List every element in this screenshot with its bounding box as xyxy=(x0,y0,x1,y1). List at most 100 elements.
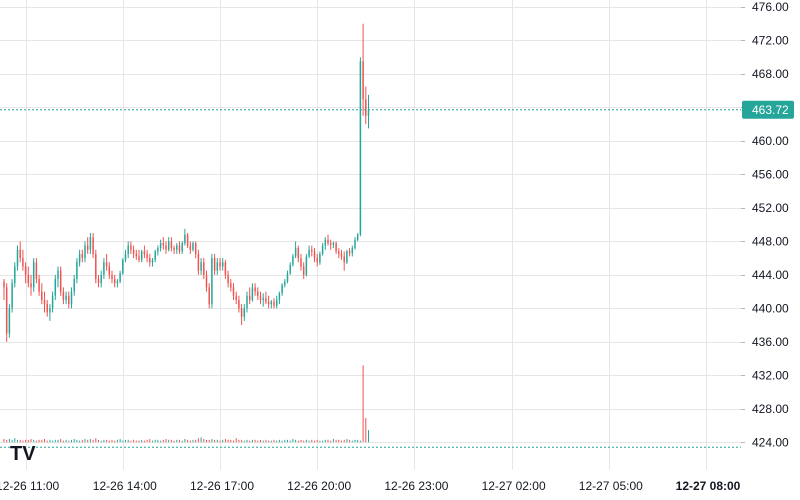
candle xyxy=(5,283,8,342)
candle-body xyxy=(243,308,246,317)
candle-body xyxy=(162,243,165,246)
candle-body xyxy=(130,245,132,250)
candle-body xyxy=(70,291,73,305)
candle-body xyxy=(335,243,337,252)
candle xyxy=(86,237,89,254)
time-tick-label: 12-26 14:00 xyxy=(93,479,157,493)
time-tick-label: 12-26 23:00 xyxy=(384,479,448,493)
candle xyxy=(95,249,97,284)
candle-body xyxy=(189,245,192,250)
time-axis[interactable]: 12-26 11:00 12-26 14:00 12-26 17:00 12-26 2… xyxy=(0,479,741,493)
candle xyxy=(100,270,102,288)
candle xyxy=(184,228,186,246)
candle xyxy=(38,274,40,296)
candle-body xyxy=(143,251,146,254)
tradingview-logo-icon[interactable]: TV xyxy=(10,443,36,465)
candle xyxy=(254,283,256,296)
candle xyxy=(27,266,30,288)
candle xyxy=(178,241,181,254)
candle xyxy=(22,249,24,271)
candle-body xyxy=(54,279,57,296)
price-axis-background[interactable] xyxy=(741,0,800,500)
candle-body xyxy=(354,239,356,249)
candle xyxy=(311,245,313,257)
price-tick-label: 456.00 xyxy=(752,167,789,181)
candle-body xyxy=(116,281,119,284)
candle xyxy=(324,237,327,250)
candle xyxy=(105,253,108,271)
candle xyxy=(130,241,132,254)
candle xyxy=(43,291,46,313)
candle xyxy=(35,258,38,284)
candle-body xyxy=(224,262,227,275)
candle-body xyxy=(154,251,156,260)
candle-body xyxy=(359,61,362,235)
candle xyxy=(332,241,335,249)
candle-body xyxy=(122,259,124,274)
tradingview-logo-text: TV xyxy=(10,443,36,465)
price-tick-label: 476.00 xyxy=(752,0,789,14)
time-tick-label: 12-26 20:00 xyxy=(287,479,351,493)
candles xyxy=(3,23,370,342)
candle-body xyxy=(14,266,16,284)
candle xyxy=(362,23,364,116)
candle-body xyxy=(267,301,270,305)
candle xyxy=(262,293,264,307)
candle-body xyxy=(65,295,67,300)
candle-body xyxy=(159,243,162,249)
candle-body xyxy=(329,243,332,245)
candle-body xyxy=(340,253,343,257)
candle-body xyxy=(3,281,5,288)
price-tick-label: 428.00 xyxy=(752,402,789,416)
candle-body xyxy=(348,251,351,254)
candle-body xyxy=(257,291,259,296)
candle xyxy=(243,304,246,321)
candle-body xyxy=(62,291,65,300)
candle-body xyxy=(343,256,345,263)
candle xyxy=(84,241,86,263)
candle xyxy=(321,243,324,256)
candle xyxy=(292,253,294,267)
candle-body xyxy=(197,253,200,271)
candle-body xyxy=(140,251,143,260)
candle-body xyxy=(176,245,178,250)
candle-body xyxy=(251,287,254,300)
time-tick-label: 12-26 17:00 xyxy=(190,479,254,493)
candle-body xyxy=(103,262,105,275)
candle-body xyxy=(221,262,224,267)
time-tick-label: 12-27 02:00 xyxy=(482,479,546,493)
candle-body xyxy=(259,295,262,300)
candle-body xyxy=(321,245,324,254)
current-price-badge: 463.72 xyxy=(742,100,794,119)
candle xyxy=(257,287,259,300)
candle xyxy=(146,249,148,263)
candle-body xyxy=(8,308,11,334)
candle-body xyxy=(149,258,151,263)
candle-body xyxy=(297,248,300,259)
candle xyxy=(24,262,27,284)
candle xyxy=(300,253,302,271)
candle-body xyxy=(119,273,121,282)
candle xyxy=(8,304,11,338)
candle-body xyxy=(219,262,221,267)
candle xyxy=(62,287,65,305)
price-tick-label: 424.00 xyxy=(752,435,789,449)
candle-body xyxy=(192,243,194,250)
candle xyxy=(54,274,57,300)
candle xyxy=(49,304,51,321)
candle xyxy=(76,258,78,284)
candle xyxy=(281,283,283,296)
candle-body xyxy=(127,245,129,254)
candle-body xyxy=(286,273,289,282)
candle-body xyxy=(178,245,181,252)
candle xyxy=(270,299,273,309)
candle xyxy=(108,262,111,280)
candle xyxy=(81,249,84,263)
candle xyxy=(230,279,232,292)
candle-body xyxy=(46,304,48,313)
candle xyxy=(208,283,210,309)
candle xyxy=(89,233,92,254)
candle xyxy=(122,258,124,275)
